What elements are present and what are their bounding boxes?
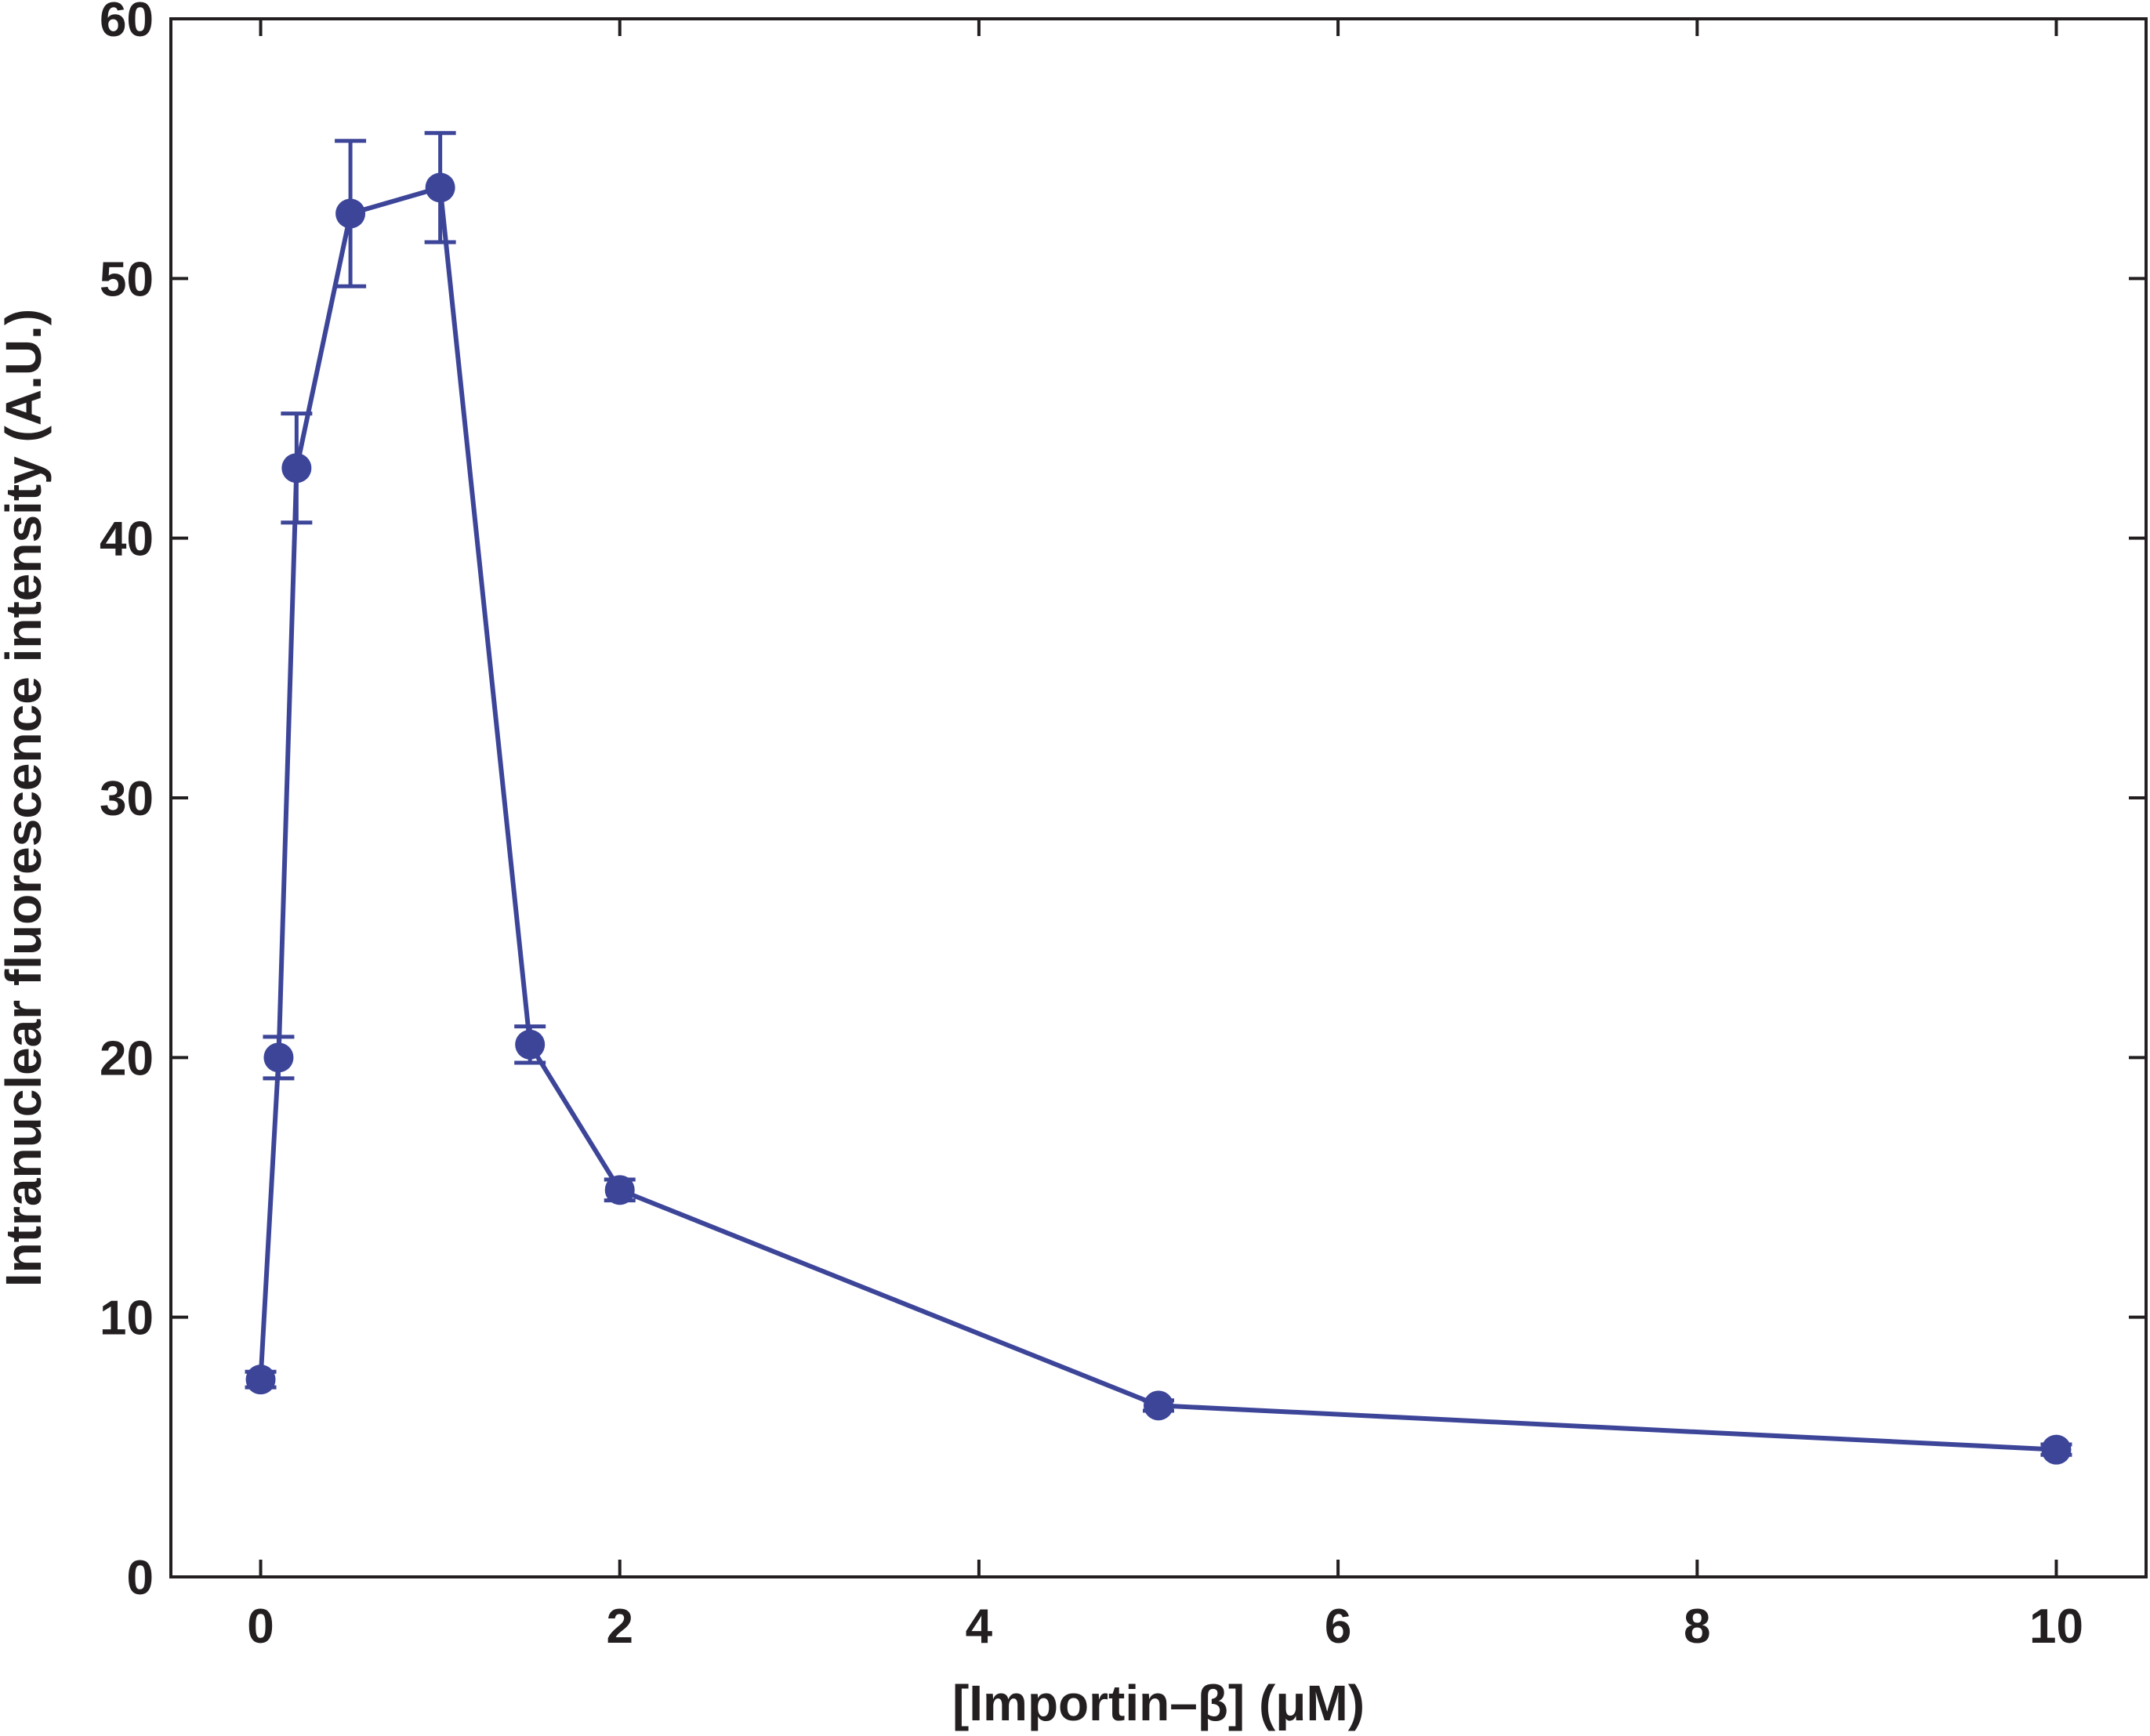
data-point	[604, 1175, 635, 1205]
data-point	[281, 453, 312, 484]
error-bars	[245, 131, 2072, 1457]
y-tick-label: 0	[127, 1551, 154, 1605]
x-tick-label: 0	[247, 1600, 274, 1654]
x-axis-label: [Importin–β] (μM)	[952, 1675, 1365, 1731]
series-line	[258, 185, 2057, 1452]
data-point	[1144, 1390, 1173, 1421]
data-point	[2041, 1434, 2072, 1465]
data-markers	[245, 172, 2072, 1465]
axis-tick-labels: 0 2 4 6 8 10 0 10 20 30 40 50 60	[100, 0, 2083, 1654]
x-tick-label: 4	[966, 1600, 993, 1654]
data-point	[263, 1042, 294, 1073]
x-tick-label: 8	[1684, 1600, 1710, 1654]
y-axis-label: Intranuclear fluorescence intensity (A.U…	[0, 309, 52, 1287]
x-tick-label: 6	[1325, 1600, 1351, 1654]
y-tick-label: 50	[100, 252, 154, 306]
y-tick-label: 60	[100, 0, 154, 47]
y-tick-label: 30	[100, 772, 154, 826]
y-tick-label: 20	[100, 1031, 154, 1085]
data-point	[335, 198, 366, 229]
data-point	[425, 172, 455, 203]
x-tick-label: 2	[606, 1600, 633, 1654]
plot-frame	[169, 17, 2148, 1578]
data-point	[245, 1365, 276, 1395]
y-tick-label: 40	[100, 513, 154, 567]
y-tick-label: 10	[100, 1292, 154, 1346]
data-point	[515, 1029, 546, 1060]
x-tick-label: 10	[2029, 1600, 2083, 1654]
axis-ticks	[171, 17, 2146, 1578]
